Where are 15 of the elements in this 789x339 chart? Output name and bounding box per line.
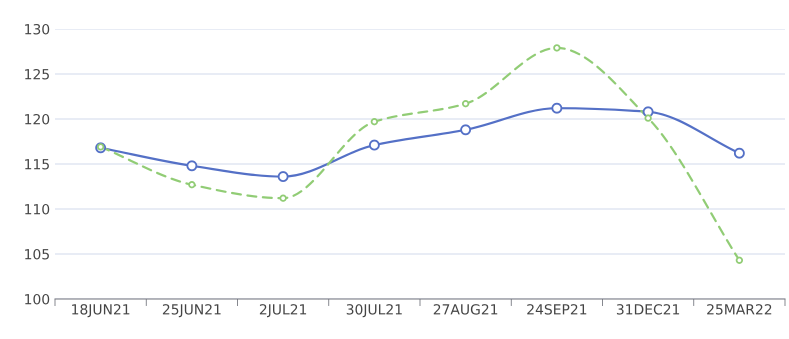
x-tick-label: 24SEP21 bbox=[527, 304, 586, 315]
y-tick-label: 100 bbox=[25, 294, 50, 304]
x-tick-label: 25JUN21 bbox=[162, 304, 221, 318]
y-tick-label: 120 bbox=[25, 114, 50, 124]
x-tick-label: 2JUL21 bbox=[260, 304, 306, 318]
y-tick-label: 130 bbox=[25, 24, 50, 34]
y-tick-label: 125 bbox=[25, 68, 49, 80]
x-tick-label: 27AUG21 bbox=[434, 304, 498, 315]
x-tick-label: 31DEC21 bbox=[616, 304, 680, 315]
y-tick-label: 115 bbox=[25, 159, 49, 170]
x-tick-label: 30JUL21 bbox=[346, 304, 402, 318]
y-tick-label: 110 bbox=[25, 204, 50, 214]
x-tick-label: 18JUN21 bbox=[72, 304, 130, 318]
y-tick-label: 105 bbox=[25, 248, 49, 260]
x-tick-label: 25MAR22 bbox=[707, 304, 772, 315]
